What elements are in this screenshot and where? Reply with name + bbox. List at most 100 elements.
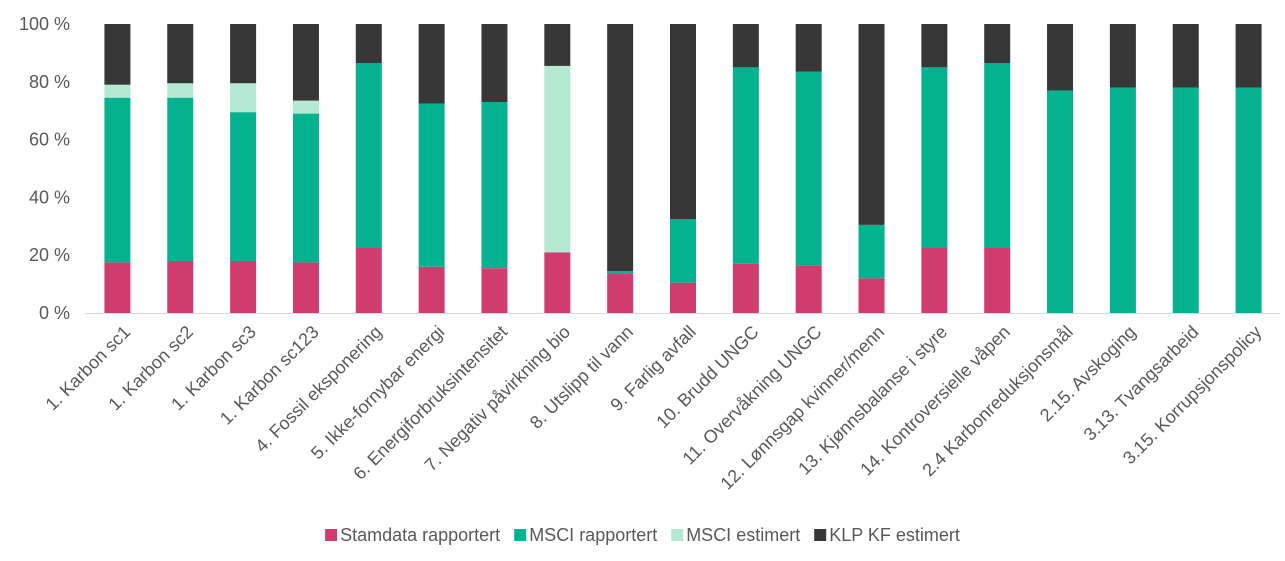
bar-segment-klp-kf-estimert (167, 24, 194, 84)
bar-segment-msci-rapportert (230, 112, 257, 261)
y-tick-label: 100 % (19, 14, 70, 34)
bar-segment-klp-kf-estimert (607, 24, 634, 272)
bar-segment-klp-kf-estimert (355, 24, 382, 64)
bar-stack-2-4-karbonreduksjonsma-l (1047, 24, 1074, 313)
y-tick-label: 20 % (29, 245, 70, 265)
bar-segment-stamdata-rapportert (104, 262, 131, 313)
legend-swatch (814, 529, 827, 541)
legend-item-stamdata-rapportert: Stamdata rapportert (325, 525, 500, 545)
y-tick-label: 60 % (29, 130, 70, 150)
bar-segment-msci-rapportert (1172, 87, 1199, 313)
bar-segment-msci-rapportert (607, 271, 634, 274)
x-tick-label: 4. Fossil eksponering (251, 322, 385, 456)
bar-segment-klp-kf-estimert (292, 24, 319, 101)
bar-segment-stamdata-rapportert (167, 260, 194, 313)
y-tick-label: 40 % (29, 187, 70, 207)
bar-segment-stamdata-rapportert (858, 278, 885, 313)
bar-stack-14-kontroversielle-va-pen (984, 24, 1011, 313)
bar-stack-12-l-nnsgap-kvinner-menn (858, 24, 885, 313)
bar-segment-klp-kf-estimert (1047, 24, 1074, 91)
legend-swatch (325, 529, 338, 541)
bar-segment-stamdata-rapportert (670, 282, 696, 313)
bar-segment-msci-rapportert (795, 71, 822, 266)
bar-segment-stamdata-rapportert (481, 268, 508, 313)
bar-segment-stamdata-rapportert (355, 247, 382, 313)
bar-segment-msci-rapportert (858, 224, 885, 279)
bar-segment-klp-kf-estimert (1172, 24, 1199, 88)
bar-stack-10-brudd-ungc (732, 24, 759, 313)
bars (104, 24, 1262, 313)
bar-stack-11-overva-kning-ungc (795, 24, 822, 313)
bar-stack-8-utslipp-til-vann (607, 24, 634, 313)
bar-segment-msci-rapportert (418, 103, 445, 267)
bar-segment-klp-kf-estimert (670, 24, 696, 220)
bar-stack-1-karbon-sc123 (292, 24, 319, 313)
bar-stack-6-energiforbruksintensitet (481, 24, 508, 313)
bar-segment-msci-rapportert (921, 67, 948, 248)
legend: Stamdata rapportert MSCI rapportert MSCI e… (325, 525, 960, 545)
bar-stack-4-fossil-eksponering (355, 24, 382, 313)
legend-label: MSCI rapportert (529, 525, 657, 545)
bar-segment-stamdata-rapportert (544, 252, 571, 313)
bar-segment-klp-kf-estimert (1235, 24, 1262, 88)
bar-segment-msci-rapportert (670, 219, 696, 283)
bar-segment-klp-kf-estimert (921, 24, 948, 68)
y-axis: 0 % 20 % 40 % 60 % 80 % 100 % (19, 14, 70, 323)
bar-segment-stamdata-rapportert (292, 262, 319, 313)
bar-segment-klp-kf-estimert (481, 24, 508, 103)
legend-item-klp-kf-estimert: KLP KF estimert (814, 525, 960, 545)
bar-segment-klp-kf-estimert (104, 24, 131, 85)
bar-segment-msci-rapportert (1235, 87, 1262, 313)
bar-segment-stamdata-rapportert (921, 247, 948, 313)
legend-swatch (514, 529, 527, 541)
y-tick-label: 80 % (29, 72, 70, 92)
bar-stack-7-negativ-pa-virkning-bio (544, 24, 571, 313)
bar-segment-msci-rapportert (292, 113, 319, 263)
bar-segment-msci-rapportert (355, 63, 382, 248)
legend-label: KLP KF estimert (829, 525, 960, 545)
bar-segment-stamdata-rapportert (984, 247, 1011, 313)
bar-segment-stamdata-rapportert (418, 266, 445, 313)
x-tick-label: 3.13. Tvangsarbeid (1080, 322, 1203, 445)
bar-segment-msci-rapportert (1109, 87, 1136, 313)
bar-segment-msci-rapportert (167, 97, 194, 261)
bar-stack-13-kj-nnsbalanse-i-styre (921, 24, 948, 313)
bar-stack-1-karbon-sc3 (230, 24, 257, 313)
bar-stack-1-karbon-sc2 (167, 24, 194, 313)
bar-segment-msci-estimert (104, 84, 131, 98)
bar-segment-stamdata-rapportert (732, 263, 759, 313)
legend-label: MSCI estimert (686, 525, 800, 545)
bar-segment-klp-kf-estimert (795, 24, 822, 72)
bar-segment-stamdata-rapportert (230, 260, 257, 313)
legend-item-msci-estimert: MSCI estimert (671, 525, 800, 545)
bar-segment-msci-estimert (544, 65, 571, 253)
bar-stack-5-ikke-fornybar-energi (418, 24, 445, 313)
bar-segment-klp-kf-estimert (1109, 24, 1136, 88)
bar-stack-1-karbon-sc1 (104, 24, 131, 313)
bar-segment-klp-kf-estimert (732, 24, 759, 68)
bar-segment-stamdata-rapportert (795, 265, 822, 313)
bar-segment-klp-kf-estimert (418, 24, 445, 104)
bar-segment-msci-rapportert (984, 63, 1011, 248)
legend-item-msci-rapportert: MSCI rapportert (514, 525, 657, 545)
bar-segment-msci-rapportert (481, 102, 508, 269)
bar-segment-msci-estimert (167, 83, 194, 98)
bar-segment-msci-rapportert (1047, 90, 1074, 313)
bar-stack-2-15-avskoging (1109, 24, 1136, 313)
bar-segment-msci-estimert (230, 83, 257, 113)
bar-stack-3-13-tvangsarbeid (1172, 24, 1199, 313)
bar-segment-klp-kf-estimert (984, 24, 1011, 64)
legend-label: Stamdata rapportert (340, 525, 500, 545)
legend-swatch (671, 529, 684, 541)
bar-stack-9-farlig-avfall (670, 24, 696, 313)
bar-segment-klp-kf-estimert (858, 24, 885, 225)
bar-stack-3-15-korrupsjonspolicy (1235, 24, 1262, 313)
bar-segment-klp-kf-estimert (544, 24, 571, 66)
bar-segment-klp-kf-estimert (230, 24, 257, 84)
bar-segment-stamdata-rapportert (607, 273, 634, 313)
y-tick-label: 0 % (39, 303, 70, 323)
bar-segment-msci-rapportert (732, 67, 759, 264)
